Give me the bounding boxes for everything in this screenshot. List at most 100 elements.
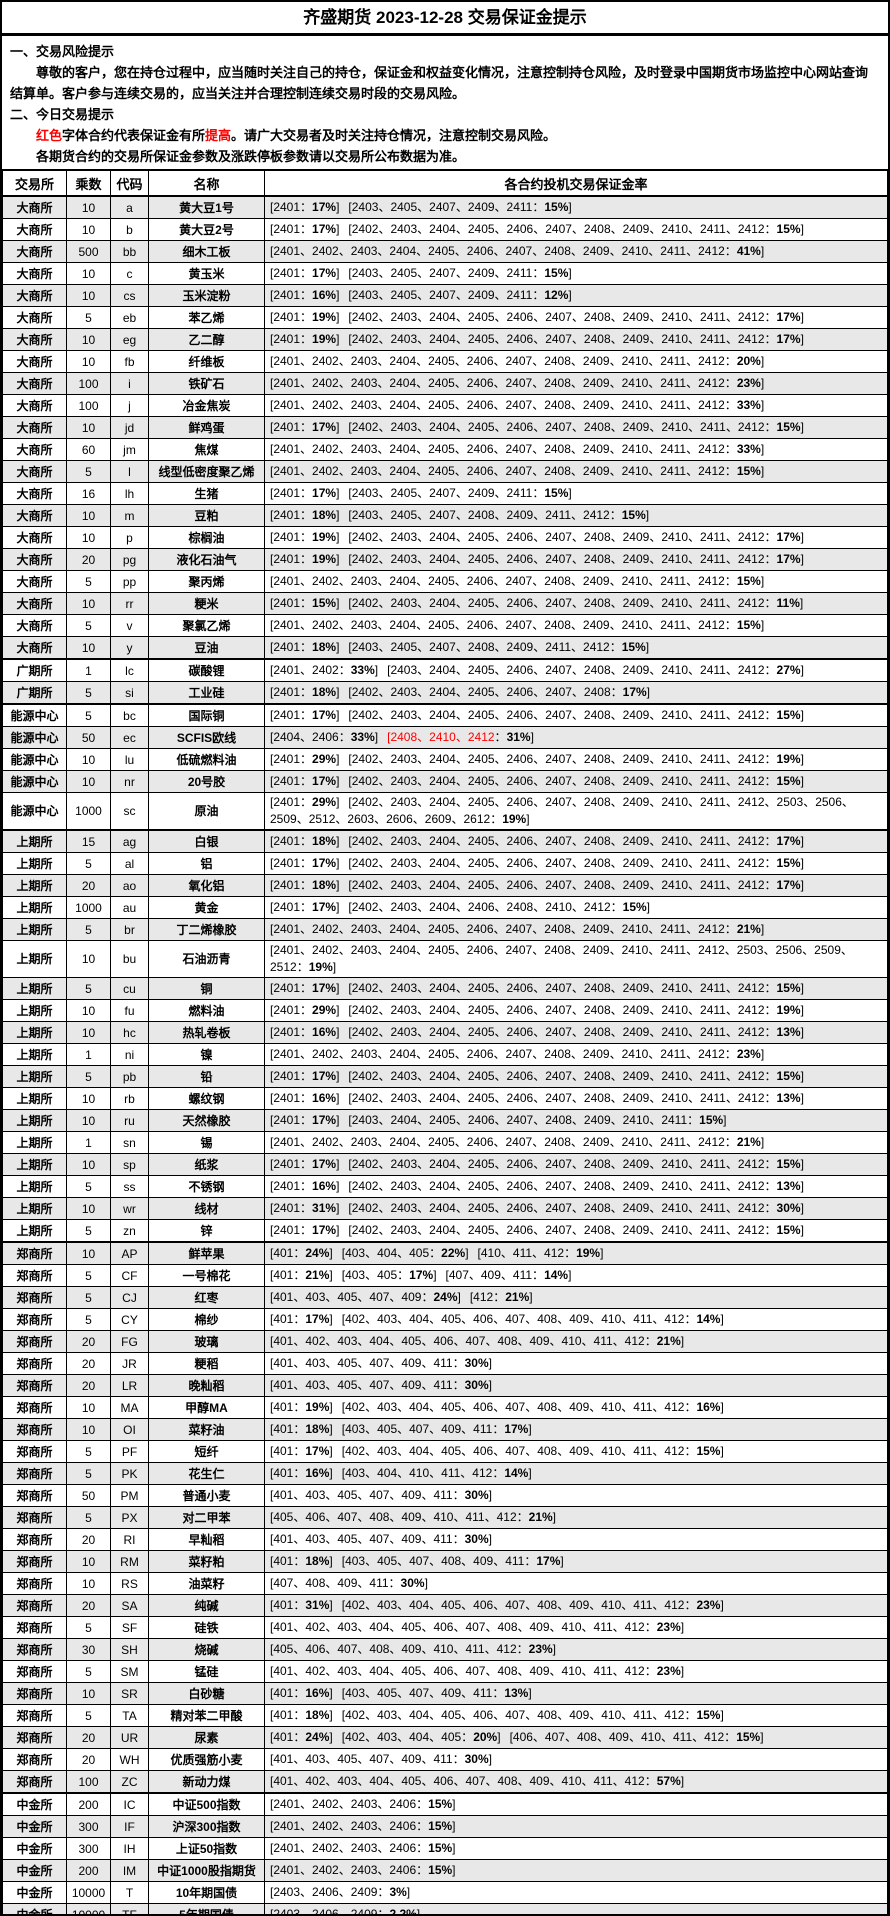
table-row: 大商所 10 jd 鲜鸡蛋 [2401：17%] [2402、2403、2404、2405… (2, 416, 888, 439)
cell-code: p (110, 526, 149, 549)
header-name: 名称 (148, 169, 265, 197)
rate-segment: [2401：17%] (270, 856, 340, 870)
cell-code: IM (110, 1859, 149, 1882)
cell-multiplier: 10 (66, 1087, 111, 1110)
cell-code: eg (110, 328, 149, 351)
table-row: 大商所 10 rr 粳米 [2401：15%] [2402、2403、2404、2405、… (2, 592, 888, 615)
cell-name: 菜籽粕 (148, 1550, 265, 1573)
cell-code: si (110, 681, 149, 705)
cell-exchange: 上期所 (2, 852, 67, 875)
table-row: 郑商所 30 SH 烧碱 [405、406、407、408、409、410、411、41… (2, 1638, 888, 1661)
cell-name: 线型低密度聚乙烯 (148, 460, 265, 483)
cell-exchange: 郑商所 (2, 1616, 67, 1639)
cell-exchange: 郑商所 (2, 1374, 67, 1397)
cell-multiplier: 5 (66, 1175, 111, 1198)
cell-multiplier: 100 (66, 394, 111, 417)
cell-code: SF (110, 1616, 149, 1639)
header-code: 代码 (110, 169, 149, 197)
cell-multiplier: 50 (66, 726, 111, 749)
table-header-row: 交易所 乘数 代码 名称 各合约投机交易保证金率 (2, 169, 888, 197)
cell-code: SR (110, 1682, 149, 1705)
rate-segment: [2401：19%] (270, 332, 340, 346)
cell-name: 铁矿石 (148, 372, 265, 395)
cell-multiplier: 20 (66, 1374, 111, 1397)
cell-margin-rates: [401：17%] [402、403、404、405、406、407、408、40… (264, 1440, 888, 1463)
header-exchange: 交易所 (2, 169, 67, 197)
cell-multiplier: 10000 (66, 1903, 111, 1914)
cell-name: 红枣 (148, 1286, 265, 1309)
cell-exchange: 中金所 (2, 1881, 67, 1904)
rate-segment: [2401：17%] (270, 708, 340, 722)
rate-segment: [2401、2402、2403、2404、2405、2406、2407、2408… (270, 943, 853, 974)
cell-exchange: 郑商所 (2, 1528, 67, 1551)
cell-name: 石油沥青 (148, 940, 265, 978)
cell-code: bb (110, 240, 149, 263)
cell-margin-rates: [401：31%] [402、403、404、405、406、407、408、40… (264, 1594, 888, 1617)
cell-name: 鲜苹果 (148, 1241, 265, 1265)
cell-name: 焦煤 (148, 438, 265, 461)
rate-segment: [2401：17%] (270, 266, 340, 280)
rate-segment: [401：18%] (270, 1422, 333, 1436)
rate-segment: [2402、2403、2404、2405、2406、2407、2408、2409… (348, 774, 804, 788)
cell-margin-rates: [401、402、403、404、405、406、407、408、409、410… (264, 1330, 888, 1353)
cell-margin-rates: [401、402、403、404、405、406、407、408、409、410… (264, 1660, 888, 1683)
rate-segment: [401：16%] (270, 1466, 333, 1480)
rate-segment: [2401：17%] (270, 774, 340, 788)
cell-multiplier: 10 (66, 1682, 111, 1705)
rate-segment: [2401：29%] (270, 752, 340, 766)
rate-segment: [401、402、403、404、405、406、407、408、409、410… (270, 1620, 685, 1634)
cell-multiplier: 10 (66, 328, 111, 351)
cell-exchange: 大商所 (2, 592, 67, 615)
cell-exchange: 郑商所 (2, 1396, 67, 1419)
cell-margin-rates: [2401：19%] [2402、2403、2404、2405、2406、2407… (264, 328, 888, 351)
cell-code: pb (110, 1065, 149, 1088)
cell-name: 鲜鸡蛋 (148, 416, 265, 439)
cell-exchange: 大商所 (2, 262, 67, 285)
cell-name: 油菜籽 (148, 1572, 265, 1595)
cell-exchange: 郑商所 (2, 1418, 67, 1441)
cell-exchange: 能源中心 (2, 770, 67, 793)
rate-segment: [401、402、403、404、405、406、407、408、409、410… (270, 1664, 685, 1678)
rate-segment: [407、409、411：14%] (445, 1268, 572, 1282)
rate-segment: [2401、2402、2403、2404、2405、2406、2407、2408… (270, 922, 765, 936)
cell-name: 锰硅 (148, 1660, 265, 1683)
cell-exchange: 大商所 (2, 218, 67, 241)
cell-exchange: 郑商所 (2, 1484, 67, 1507)
cell-margin-rates: [405、406、407、408、409、410、411、412：23%] (264, 1638, 888, 1661)
cell-name: 聚丙烯 (148, 570, 265, 593)
cell-exchange: 郑商所 (2, 1352, 67, 1375)
cell-exchange: 大商所 (2, 306, 67, 329)
raised-word-label: 提高 (205, 128, 232, 143)
table-row: 上期所 5 al 铝 [2401：17%] [2402、2403、2404、2405、24… (2, 852, 888, 875)
table-row: 大商所 10 b 黄大豆2号 [2401：17%] [2402、2403、2404、240… (2, 218, 888, 241)
cell-exchange: 郑商所 (2, 1726, 67, 1749)
cell-margin-rates: [2401、2402、2403、2404、2405、2406、2407、2408… (264, 372, 888, 395)
cell-multiplier: 5 (66, 1462, 111, 1485)
rate-segment: [2403、2404、2405、2406、2407、2408、2409、2410… (348, 1113, 727, 1127)
rate-segment: [401：17%] (270, 1444, 333, 1458)
cell-multiplier: 20 (66, 548, 111, 571)
cell-code: ag (110, 829, 149, 853)
cell-code: ec (110, 726, 149, 749)
cell-margin-rates: [2401：19%] [2402、2403、2404、2405、2406、2407… (264, 526, 888, 549)
cell-name: 原油 (148, 792, 265, 831)
cell-multiplier: 20 (66, 1352, 111, 1375)
rate-segment: [2401：17%] (270, 1223, 340, 1237)
risk-section-body: 尊敬的客户，您在持仓过程中，应当随时关注自己的持仓，保证金和权益变化情况，注意控… (10, 65, 869, 101)
cell-name: 一号棉花 (148, 1264, 265, 1287)
cell-multiplier: 100 (66, 372, 111, 395)
cell-multiplier: 5 (66, 918, 111, 941)
cell-name: 生猪 (148, 482, 265, 505)
today-section-heading: 二、今日交易提示 (10, 107, 115, 122)
cell-exchange: 上期所 (2, 874, 67, 897)
rate-segment: [2401、2402、2403、2404、2405、2406、2407、2408… (270, 376, 765, 390)
rate-segment: [2401：18%] (270, 640, 340, 654)
cell-margin-rates: [2401：31%] [2402、2403、2404、2405、2406、2407… (264, 1197, 888, 1220)
cell-name: 铝 (148, 852, 265, 875)
table-row: 上期所 10 hc 热轧卷板 [2401：16%] [2402、2403、2404、240… (2, 1021, 888, 1044)
rate-segment: [2401：17%] (270, 420, 340, 434)
cell-name: 棉纱 (148, 1308, 265, 1331)
cell-margin-rates: [2403、2406、2409：3%] (264, 1881, 888, 1904)
cell-code: SA (110, 1594, 149, 1617)
cell-margin-rates: [2401、2402、2403、2404、2405、2406、2407、2408… (264, 350, 888, 373)
